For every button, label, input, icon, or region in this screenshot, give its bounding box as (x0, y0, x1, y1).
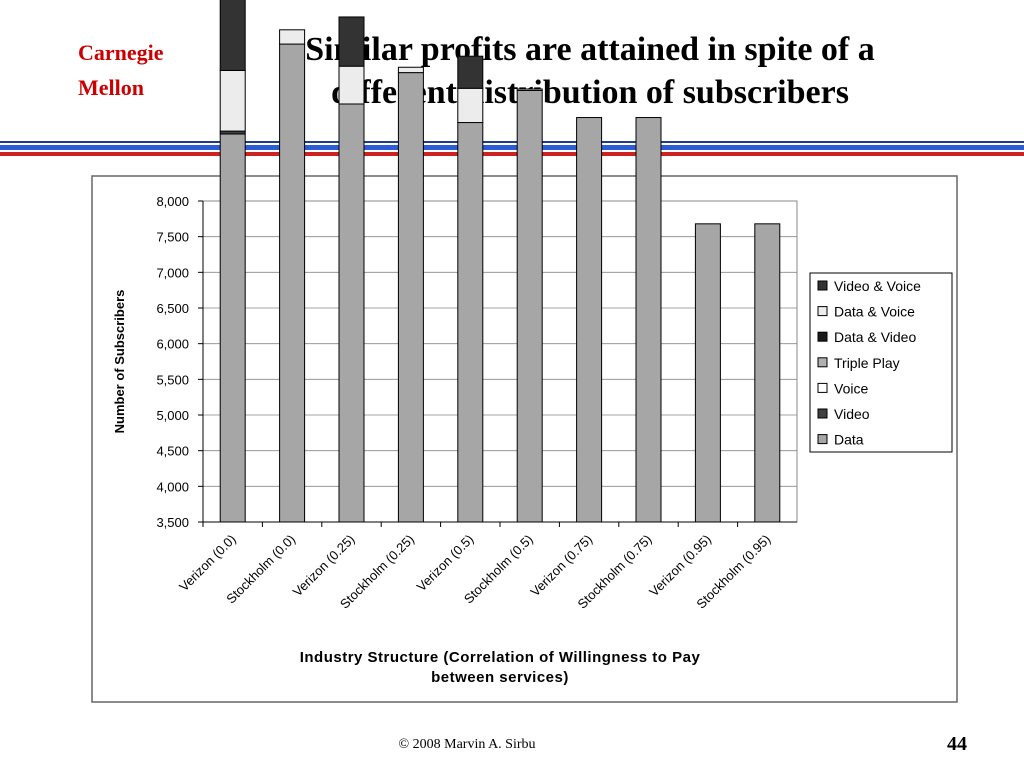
y-tick-label: 5,000 (156, 408, 189, 423)
bar-segment (338, 16, 365, 67)
rule (0, 141, 1024, 143)
bar-segment (576, 117, 603, 523)
slide-title: Similar profits are attained in spite of… (305, 31, 875, 68)
legend-label: Triple Play (834, 355, 900, 371)
logo: Mellon (78, 75, 144, 100)
legend-swatch (817, 382, 828, 393)
bar-segment (694, 223, 721, 523)
legend-swatch (817, 306, 828, 317)
legend-label: Video & Voice (834, 278, 921, 294)
bar-segment (457, 122, 484, 523)
bar-segment (754, 223, 781, 523)
logo: Carnegie (78, 40, 164, 65)
bar-segment (516, 88, 543, 91)
bar-segment (219, 0, 246, 71)
legend-label: Data & Video (834, 329, 916, 345)
legend-swatch (817, 408, 828, 419)
y-tick-label: 3,500 (156, 515, 189, 530)
y-tick-label: 7,500 (156, 230, 189, 245)
bar-segment (516, 89, 543, 523)
bar-segment (397, 72, 424, 523)
y-tick-label: 4,500 (156, 444, 189, 459)
x-axis-title: between services) (431, 669, 569, 686)
bar-segment (279, 29, 306, 45)
bar-segment (457, 87, 484, 124)
y-tick-label: 7,000 (156, 265, 189, 280)
bar-segment (219, 133, 246, 523)
x-axis-title: Industry Structure (Correlation of Willi… (300, 649, 701, 666)
y-axis-title: Number of Subscribers (112, 290, 127, 434)
legend-swatch (817, 434, 828, 445)
legend-label: Voice (834, 380, 868, 396)
legend-swatch (817, 280, 828, 291)
y-tick-label: 8,000 (156, 194, 189, 209)
legend-swatch (817, 331, 828, 342)
y-tick-label: 5,500 (156, 372, 189, 387)
bar-segment (457, 55, 484, 89)
bar-segment (279, 43, 306, 523)
footer: © 2008 Marvin A. Sirbu (398, 737, 535, 752)
legend (809, 272, 953, 453)
legend-label: Data & Voice (834, 304, 915, 320)
legend-swatch (817, 357, 828, 368)
y-tick-label: 6,000 (156, 337, 189, 352)
page-number: 44 (947, 733, 967, 755)
bar-segment (397, 66, 424, 74)
rule (0, 152, 1024, 156)
bar-segment (338, 65, 365, 105)
rule (0, 145, 1024, 150)
y-tick-label: 4,000 (156, 479, 189, 494)
bar-segment (635, 117, 662, 523)
y-tick-label: 6,500 (156, 301, 189, 316)
legend-label: Video (834, 406, 870, 422)
bar-segment (219, 69, 246, 132)
legend-label: Data (834, 432, 864, 448)
bar-segment (338, 103, 365, 523)
